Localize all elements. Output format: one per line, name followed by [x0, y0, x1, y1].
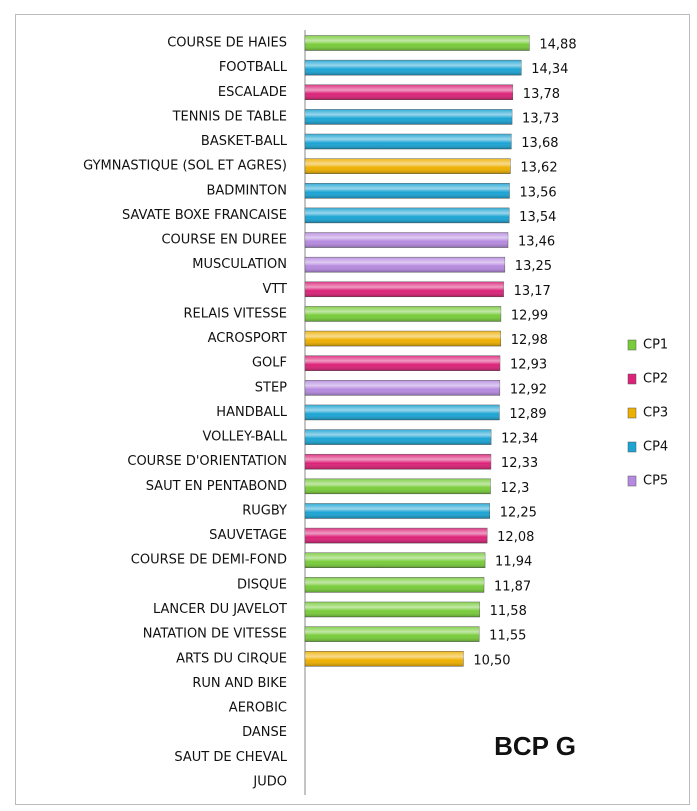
bar — [304, 577, 485, 593]
data-label: 14,88 — [539, 38, 576, 53]
bar — [304, 133, 512, 150]
data-label: 13,78 — [523, 87, 560, 102]
bar — [304, 256, 506, 273]
bar — [304, 207, 510, 224]
y-tick-label: GYMNASTIQUE (SOL ET AGRES) — [83, 159, 287, 174]
data-label: 14,34 — [531, 62, 568, 77]
bar — [304, 478, 491, 495]
legend-label: CP2 — [643, 372, 668, 387]
data-label: 12,25 — [500, 505, 537, 520]
data-label: 12,93 — [510, 358, 547, 373]
bar — [304, 355, 501, 371]
data-label: 13,56 — [519, 185, 556, 200]
y-tick-label: STEP — [255, 380, 287, 395]
bar — [304, 626, 480, 642]
bar — [304, 232, 509, 248]
y-tick-label: ESCALADE — [218, 85, 287, 100]
data-label: 12,3 — [500, 481, 529, 496]
data-label: 11,87 — [494, 579, 531, 594]
legend-swatch — [627, 475, 637, 487]
y-tick-label: ARTS DU CIRQUE — [176, 651, 287, 666]
y-tick-label: COURSE D'ORIENTATION — [127, 454, 287, 469]
bar — [304, 59, 522, 76]
y-tick-label: RUGBY — [242, 503, 287, 518]
bar — [304, 404, 500, 421]
data-label: 11,58 — [490, 604, 527, 619]
y-tick-label: ACROSPORT — [208, 331, 287, 346]
legend-label: CP3 — [643, 406, 668, 421]
y-tick-label: RELAIS VITESSE — [184, 306, 288, 321]
chart-border — [15, 14, 690, 805]
bar — [304, 35, 530, 51]
annotation: BCP G — [494, 731, 576, 761]
y-tick-label: HANDBALL — [216, 405, 287, 420]
data-label: 13,62 — [520, 161, 557, 176]
y-tick-label: GOLF — [252, 356, 287, 371]
legend-label: CP5 — [643, 474, 668, 489]
y-tick-label: SAUT DE CHEVAL — [174, 750, 287, 765]
data-label: 11,94 — [495, 555, 532, 570]
legend-swatch — [627, 441, 637, 453]
data-label: 13,25 — [515, 259, 552, 274]
bar — [304, 651, 464, 667]
legend-swatch — [627, 407, 637, 419]
data-label: 11,55 — [489, 629, 526, 644]
data-label: 13,73 — [522, 111, 559, 126]
data-label: 12,33 — [501, 456, 538, 471]
bar — [304, 601, 480, 618]
bar — [304, 158, 511, 174]
data-label: 13,54 — [519, 210, 556, 225]
y-tick-label: DISQUE — [237, 577, 287, 592]
bar — [304, 183, 510, 199]
data-label: 12,34 — [501, 432, 538, 447]
legend-swatch — [627, 373, 637, 385]
data-label: 12,98 — [511, 333, 548, 348]
data-label: 12,99 — [511, 308, 548, 323]
legend-label: CP4 — [643, 440, 668, 455]
data-label: 10,50 — [473, 653, 510, 668]
bar — [304, 330, 501, 347]
bar — [304, 306, 502, 322]
y-tick-label: MUSCULATION — [192, 257, 287, 272]
bar — [304, 84, 514, 101]
data-label: 12,89 — [509, 407, 546, 422]
legend-label: CP1 — [643, 338, 668, 353]
y-tick-label: COURSE DE DEMI-FOND — [131, 553, 287, 568]
legend-swatch — [627, 339, 637, 351]
y-tick-label: RUN AND BIKE — [192, 676, 287, 691]
bar — [304, 429, 492, 445]
bar — [304, 109, 513, 125]
bar — [304, 527, 488, 544]
data-label: 12,08 — [497, 530, 534, 545]
data-label: 13,46 — [518, 235, 555, 250]
y-tick-label: SAVATE BOXE FRANCAISE — [122, 208, 287, 223]
y-tick-label: NATATION DE VITESSE — [143, 627, 287, 642]
data-label: 13,68 — [521, 136, 558, 151]
bar — [304, 281, 504, 298]
y-tick-label: COURSE DE HAIES — [167, 36, 287, 51]
y-tick-label: SAUT EN PENTABOND — [146, 479, 287, 494]
y-tick-label: COURSE EN DUREE — [161, 233, 287, 248]
y-tick-label: BASKET-BALL — [201, 134, 288, 149]
data-label: 13,17 — [514, 284, 551, 299]
y-tick-label: VTT — [262, 282, 287, 297]
y-tick-label: TENNIS DE TABLE — [172, 109, 287, 124]
bar — [304, 453, 492, 470]
data-label: 12,92 — [510, 382, 547, 397]
y-tick-label: FOOTBALL — [219, 60, 288, 75]
y-tick-label: LANCER DU JAVELOT — [153, 602, 287, 617]
y-tick-label: SAUVETAGE — [209, 528, 287, 543]
y-tick-label: DANSE — [242, 725, 287, 740]
bar — [304, 552, 486, 568]
y-tick-label: VOLLEY-BALL — [202, 430, 287, 445]
bar — [304, 380, 501, 396]
bar — [304, 503, 490, 519]
y-tick-label: JUDO — [252, 774, 287, 789]
y-tick-label: BADMINTON — [207, 183, 288, 198]
y-tick-label: AEROBIC — [229, 701, 287, 716]
